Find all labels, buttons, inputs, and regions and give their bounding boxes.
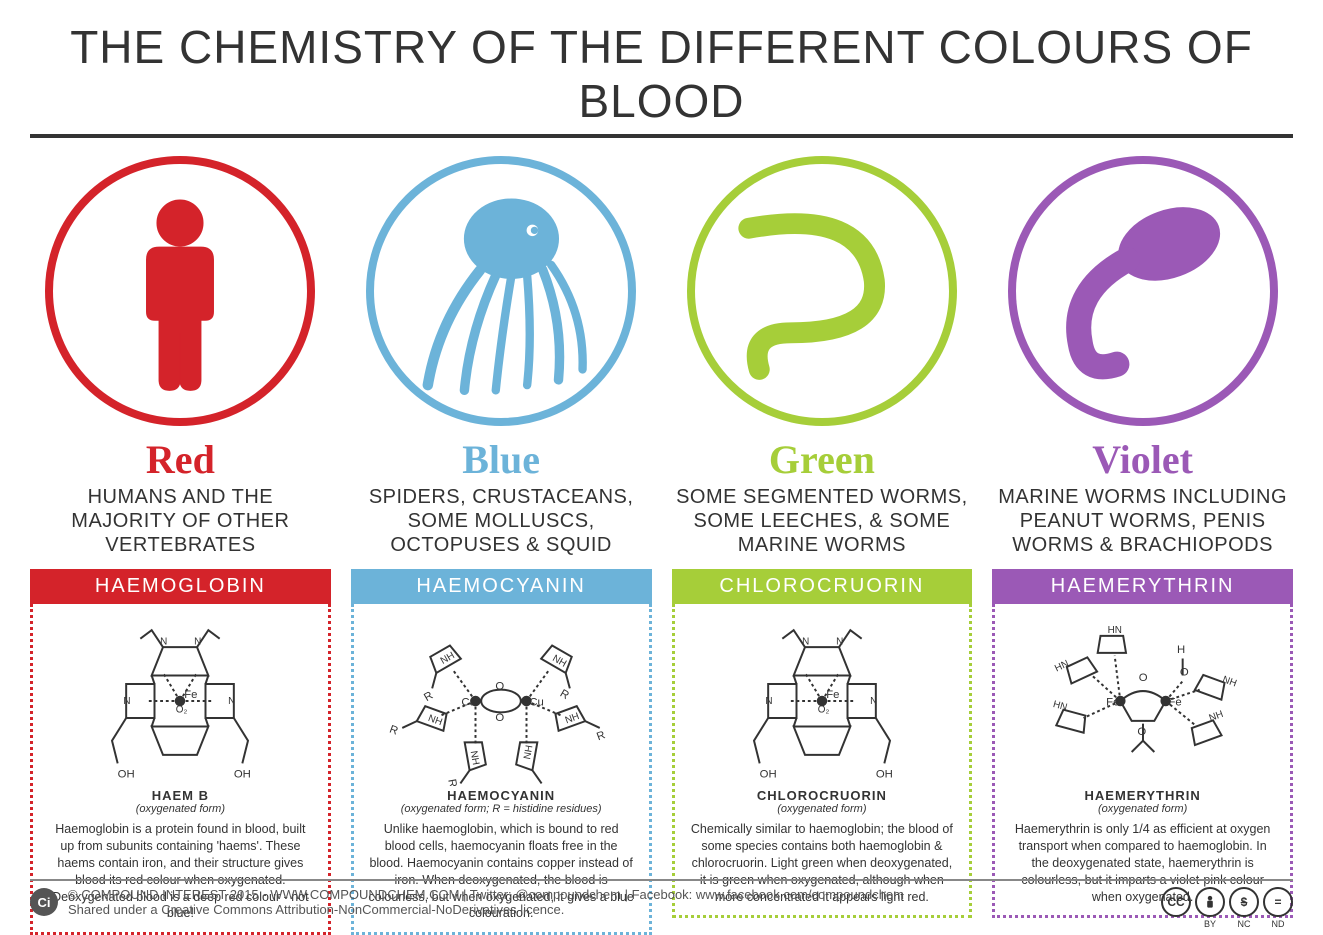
color-name: Violet: [1092, 436, 1193, 483]
footer-line1: © COMPOUND INTEREST 2015 - WWW.COMPOUNDC…: [68, 887, 904, 902]
color-name: Green: [769, 436, 875, 483]
column-blue: BlueSPIDERS, CRUSTACEANS, SOME MOLLUSCS,…: [351, 156, 652, 935]
cc-cc-icon: CC: [1161, 887, 1191, 917]
structure-subtitle: (oxygenated form): [777, 803, 866, 815]
chemical-structure: [43, 616, 318, 786]
structure-subtitle: (oxygenated form; R = histidine residues…: [401, 803, 602, 815]
footer: Ci © COMPOUND INTEREST 2015 - WWW.COMPOU…: [30, 879, 1293, 917]
example-organisms: SPIDERS, CRUSTACEANS, SOME MOLLUSCS, OCT…: [351, 485, 652, 557]
column-green: GreenSOME SEGMENTED WORMS, SOME LEECHES,…: [672, 156, 973, 935]
column-violet: VioletMARINE WORMS INCLUDING PEANUT WORM…: [992, 156, 1293, 935]
ci-badge-icon: Ci: [30, 888, 58, 916]
structure-name: HAEMOCYANIN: [447, 788, 555, 803]
chemical-structure: [364, 616, 639, 786]
column-red: RedHUMANS AND THE MAJORITY OF OTHER VERT…: [30, 156, 331, 935]
structure-subtitle: (oxygenated form): [136, 803, 225, 815]
cc-by-icon: BY: [1195, 887, 1225, 917]
compound-name-bar: CHLOROCRUORIN: [672, 569, 973, 604]
octopus-icon: [386, 176, 616, 406]
footer-line2: Shared under a Creative Commons Attribut…: [68, 902, 904, 917]
structure-name: CHLOROCRUORIN: [757, 788, 887, 803]
footer-text: © COMPOUND INTEREST 2015 - WWW.COMPOUNDC…: [68, 887, 904, 917]
cc-nd-icon: =ND: [1263, 887, 1293, 917]
color-name: Red: [146, 436, 215, 483]
organism-circle: [45, 156, 315, 426]
compound-name-bar: HAEMERYTHRIN: [992, 569, 1293, 604]
example-organisms: HUMANS AND THE MAJORITY OF OTHER VERTEBR…: [30, 485, 331, 557]
structure-name: HAEMERYTHRIN: [1085, 788, 1201, 803]
columns-container: RedHUMANS AND THE MAJORITY OF OTHER VERT…: [30, 156, 1293, 935]
chemical-structure: [685, 616, 960, 786]
human-icon: [65, 176, 295, 406]
structure-name: HAEM B: [152, 788, 209, 803]
worm-icon: [707, 176, 937, 406]
color-name: Blue: [462, 436, 540, 483]
compound-name-bar: HAEMOGLOBIN: [30, 569, 331, 604]
organism-circle: [1008, 156, 1278, 426]
detail-box: HAEMERYTHRIN(oxygenated form)Haemerythri…: [992, 604, 1293, 918]
detail-box: CHLOROCRUORIN(oxygenated form)Chemically…: [672, 604, 973, 918]
organism-circle: [366, 156, 636, 426]
cc-nc-icon: $NC: [1229, 887, 1259, 917]
peanut-worm-icon: [1028, 176, 1258, 406]
organism-circle: [687, 156, 957, 426]
cc-license-icons: CCBY$NC=ND: [1161, 887, 1293, 917]
compound-name-bar: HAEMOCYANIN: [351, 569, 652, 604]
structure-subtitle: (oxygenated form): [1098, 803, 1187, 815]
chemical-structure: [1005, 616, 1280, 786]
example-organisms: MARINE WORMS INCLUDING PEANUT WORMS, PEN…: [992, 485, 1293, 557]
page-title: THE CHEMISTRY OF THE DIFFERENT COLOURS O…: [30, 20, 1293, 138]
example-organisms: SOME SEGMENTED WORMS, SOME LEECHES, & SO…: [672, 485, 973, 557]
